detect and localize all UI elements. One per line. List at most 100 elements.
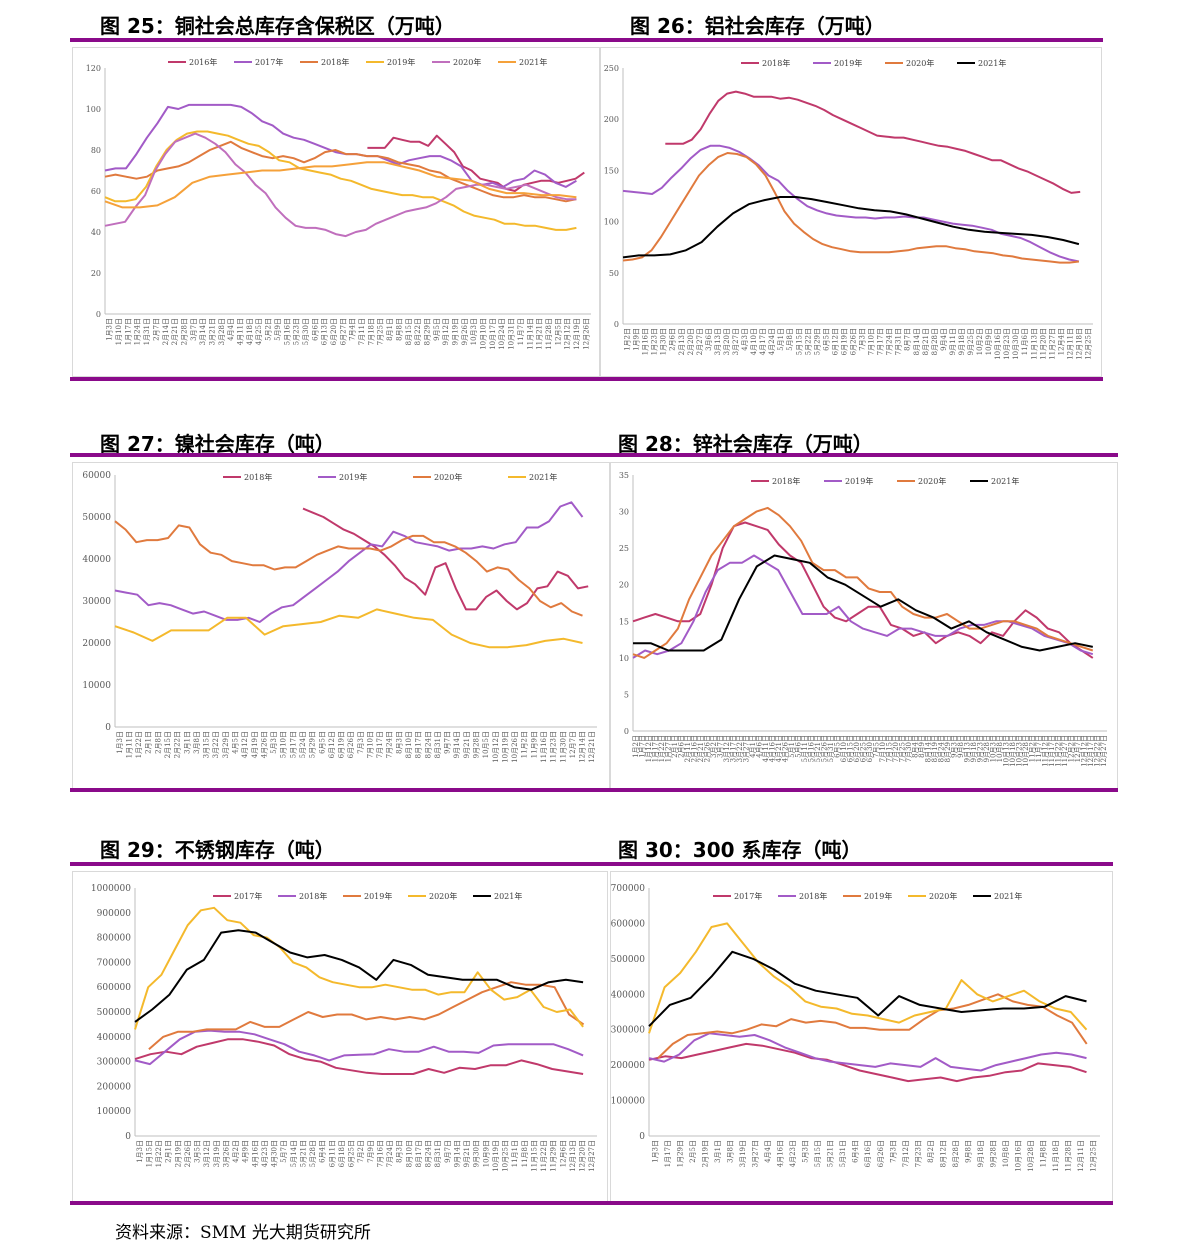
x-tick-label: 10月19日	[492, 1140, 500, 1172]
x-tick-label: 11月28日	[545, 318, 553, 350]
x-tick-label: 12月19日	[573, 318, 581, 350]
x-tick-label: 5月21日	[299, 1140, 307, 1167]
y-tick-label: 0	[125, 1132, 131, 1142]
x-tick-label: 8月24日	[937, 735, 945, 762]
x-tick-label: 4月11日	[237, 318, 245, 345]
x-tick-label: 2月26日	[184, 1140, 192, 1167]
x-tick-label: 3月27日	[751, 1140, 759, 1167]
x-tick-label: 10月8日	[996, 735, 1004, 762]
y-tick-label: 0	[614, 320, 619, 329]
x-tick-label: 10月10日	[480, 318, 488, 350]
x-tick-label: 10月26日	[511, 731, 519, 763]
legend-label: 2019年	[364, 891, 392, 901]
x-tick-label: 5月16日	[808, 735, 816, 762]
x-tick-label: 1月7日	[639, 735, 647, 758]
chart-frame: 0 100000 200000 300000 400000 500000 600000 700…	[72, 871, 608, 1203]
x-tick-label: 5月9日	[274, 318, 282, 341]
y-tick-label: 0	[639, 1132, 645, 1142]
x-tick-label: 8月22日	[414, 318, 422, 345]
y-tick-label: 600000	[611, 919, 645, 929]
x-tick-label: 3月12日	[723, 735, 731, 762]
x-tick-label: 5月6日	[795, 735, 803, 758]
x-tick-label: 6月13日	[321, 318, 329, 345]
x-tick-label: 3月1日	[183, 731, 191, 754]
x-tick-label: 11月22日	[1054, 735, 1062, 767]
x-tick-label: 8月3日	[396, 1140, 404, 1163]
x-tick-label: 7月24日	[386, 1140, 394, 1167]
x-tick-label: 6月11日	[328, 1140, 336, 1167]
x-tick-label: 3月20日	[723, 328, 731, 355]
x-tick-label: 1月17日	[652, 735, 660, 762]
chart-title: 图 29：不锈钢库存（吨）	[100, 838, 335, 862]
legend-label: 2019年	[339, 472, 367, 482]
x-tick-label: 6月25日	[348, 1140, 356, 1167]
x-tick-label: 11月23日	[550, 731, 558, 763]
series-line-2021年	[134, 929, 584, 1023]
x-tick-label: 3月19日	[739, 1140, 747, 1167]
x-tick-label: 10月8日	[1002, 1140, 1010, 1167]
x-tick-label: 12月27日	[588, 1140, 596, 1172]
x-tick-label: 8月15日	[405, 318, 413, 345]
x-tick-label: 6月26日	[849, 328, 857, 355]
x-tick-label: 4月16日	[769, 735, 777, 762]
series-line-2020年	[134, 906, 584, 1030]
x-tick-label: 3月27日	[732, 328, 740, 355]
x-tick-label: 12月11日	[1077, 1140, 1085, 1172]
x-tick-label: 9月8日	[964, 1140, 972, 1163]
x-tick-label: 5月15日	[795, 328, 803, 355]
y-tick-label: 120	[86, 64, 101, 73]
x-tick-label: 1月9日	[633, 328, 641, 351]
x-tick-label: 7月25日	[377, 318, 385, 345]
x-tick-label: 5月1日	[777, 328, 785, 351]
x-tick-label: 1月17日	[664, 1140, 672, 1167]
legend-label: 2020年	[918, 476, 946, 486]
x-tick-label: 6月4日	[319, 1140, 327, 1163]
x-tick-label: 10月23日	[1003, 328, 1011, 360]
x-tick-label: 4月9日	[242, 1140, 250, 1163]
y-tick-label: 30	[619, 508, 629, 517]
x-tick-label: 9月19日	[451, 318, 459, 345]
x-tick-label: 3月2日	[710, 735, 718, 758]
legend-label: 2021年	[994, 891, 1022, 901]
x-tick-label: 1月16日	[642, 328, 650, 355]
x-tick-label: 11月28日	[1065, 1140, 1073, 1172]
x-tick-label: 8月24日	[424, 731, 432, 758]
x-tick-label: 12月17日	[1087, 735, 1095, 767]
x-tick-label: 3月21日	[208, 318, 216, 345]
x-tick-label: 1月3日	[136, 1140, 144, 1163]
x-tick-label: 1月3日	[106, 318, 114, 341]
title-rule	[70, 38, 600, 42]
series-line-2019年	[148, 981, 585, 1050]
chart-frame: 0 20 40 60 80 100 120 1月3日 1月10日 1月17日 1月24日 1月31日 2…	[72, 47, 600, 377]
x-tick-label: 12月27日	[1100, 735, 1108, 767]
x-tick-label: 5月29日	[813, 328, 821, 355]
x-tick-label: 9月18日	[958, 328, 966, 355]
y-tick-label: 80	[91, 146, 101, 155]
x-tick-label: 9月18日	[977, 1140, 985, 1167]
x-tick-label: 1月22日	[658, 735, 666, 762]
x-tick-label: 5月15日	[814, 1140, 822, 1167]
x-tick-label: 12月14日	[579, 731, 587, 763]
series-line-2019年	[657, 993, 1088, 1059]
x-tick-label: 8月28日	[931, 328, 939, 355]
x-tick-label: 8月8日	[395, 318, 403, 341]
panel-fig27: 图 27：镍社会库存（吨） 0 10000 20000 30000 40000 50000…	[70, 428, 610, 798]
x-tick-label: 1月10日	[115, 318, 123, 345]
legend-label: 2020年	[906, 58, 934, 68]
x-tick-label: 8月4日	[911, 735, 919, 758]
x-tick-label: 8月10日	[405, 1140, 413, 1167]
x-tick-label: 11月2日	[521, 731, 529, 758]
chart-title: 图 25：铜社会总库存含保税区（万吨）	[100, 14, 455, 38]
title-rule	[70, 453, 610, 457]
x-tick-label: 4月17日	[759, 328, 767, 355]
x-tick-label: 1月27日	[665, 735, 673, 762]
x-tick-label: 2月1日	[145, 731, 153, 754]
chart-frame: 0 5 10 15 20 25 30 35 1月2日 1月7日 1月12日 1月17日 1月22日 1月2…	[610, 462, 1118, 790]
x-tick-label: 9月14日	[453, 731, 461, 758]
legend-label: 2021年	[991, 476, 1019, 486]
x-tick-label: 9月4日	[940, 328, 948, 351]
x-tick-label: 8月14日	[924, 735, 932, 762]
x-tick-label: 7月4日	[349, 318, 357, 341]
series-line-2020年	[622, 152, 1080, 264]
